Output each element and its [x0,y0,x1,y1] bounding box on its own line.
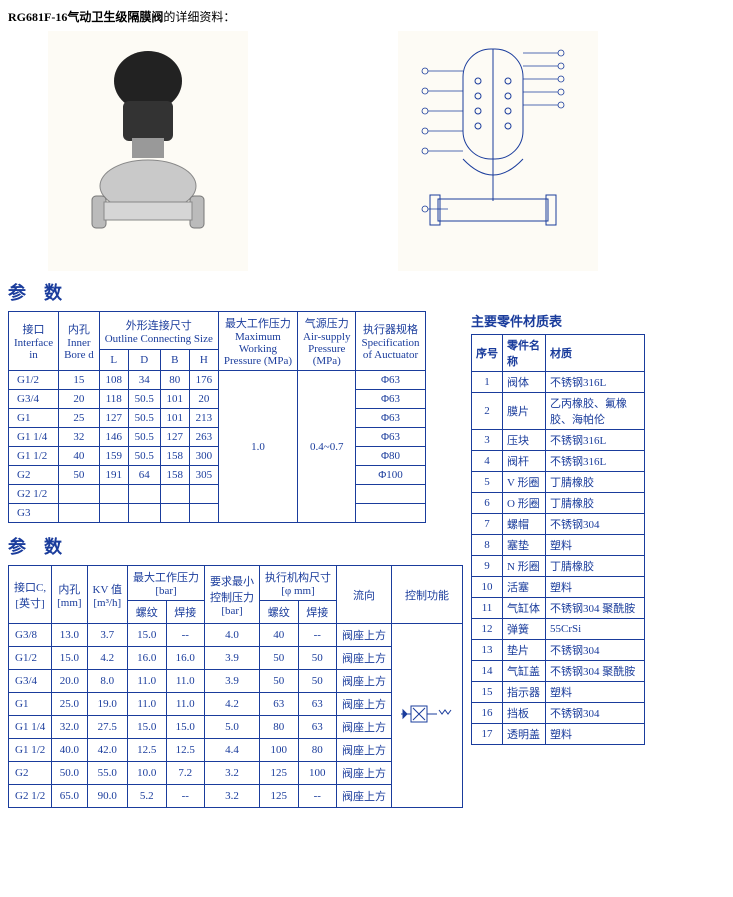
table-row: G1/21510834801761.00.4~0.7Φ63 [9,371,426,390]
materials-column: 主要零件材质表 序号零件名称材质1阀体不锈钢316L2膜片乙丙橡胶、氟橡胶、海帕… [471,311,645,745]
table-row: 2膜片乙丙橡胶、氟橡胶、海帕伦 [472,393,645,430]
left-tables: 接口Interfacein内孔InnerBore d外形连接尺寸Outline … [8,311,463,808]
page-title: RG681F-16气动卫生级隔膜阀的详细资料： [8,8,725,25]
title-suffix: 的详细资料： [163,10,235,24]
product-model: RG681F-16气动卫生级隔膜阀 [8,10,163,24]
table-row: 13垫片不锈钢304 [472,640,645,661]
section-header-params-1: 参数 [8,279,725,305]
table-row: G3 [9,504,426,523]
control-symbol-icon [397,700,457,728]
product-section-drawing [398,31,598,271]
spec-table-2: 接口C,[英寸]内孔[mm]KV 值[m³/h]最大工作压力[bar]要求最小控… [8,565,463,808]
table-row: 17透明盖塑料 [472,724,645,745]
materials-title: 主要零件材质表 [471,311,645,330]
product-photo [48,31,248,271]
table-row: 8塞垫塑料 [472,535,645,556]
table-row: 9N 形圈丁腈橡胶 [472,556,645,577]
table-row: 10活塞塑料 [472,577,645,598]
materials-table: 序号零件名称材质1阀体不锈钢316L2膜片乙丙橡胶、氟橡胶、海帕伦3压块不锈钢3… [471,334,645,745]
table-row: G2 1/2 [9,485,426,504]
table-row: 14气缸盖不锈钢304 聚酰胺 [472,661,645,682]
table-row: G3/813.03.715.0--4.040--阀座上方 [9,624,463,647]
table-row: 12弹簧55CrSi [472,619,645,640]
table-row: 6O 形圈丁腈橡胶 [472,493,645,514]
table-row: 15指示器塑料 [472,682,645,703]
table-row: 11气缸体不锈钢304 聚酰胺 [472,598,645,619]
spec-table-1: 接口Interfacein内孔InnerBore d外形连接尺寸Outline … [8,311,426,523]
table-row: G3/42011850.510120Φ63 [9,390,426,409]
table-row: 1阀体不锈钢316L [472,372,645,393]
table-row: 3压块不锈钢316L [472,430,645,451]
section-header-params-2: 参数 [8,533,463,559]
table-row: G1 1/43214650.5127263Φ63 [9,428,426,447]
table-row: G1 1/24015950.5158300Φ80 [9,447,426,466]
table-row: 4阀杆不锈钢316L [472,451,645,472]
table-row: 5V 形圈丁腈橡胶 [472,472,645,493]
table-row: 7螺帽不锈钢304 [472,514,645,535]
table-row: 16挡板不锈钢304 [472,703,645,724]
table-row: G12512750.5101213Φ63 [9,409,426,428]
table-row: G25019164158305Φ100 [9,466,426,485]
image-row [48,31,725,271]
